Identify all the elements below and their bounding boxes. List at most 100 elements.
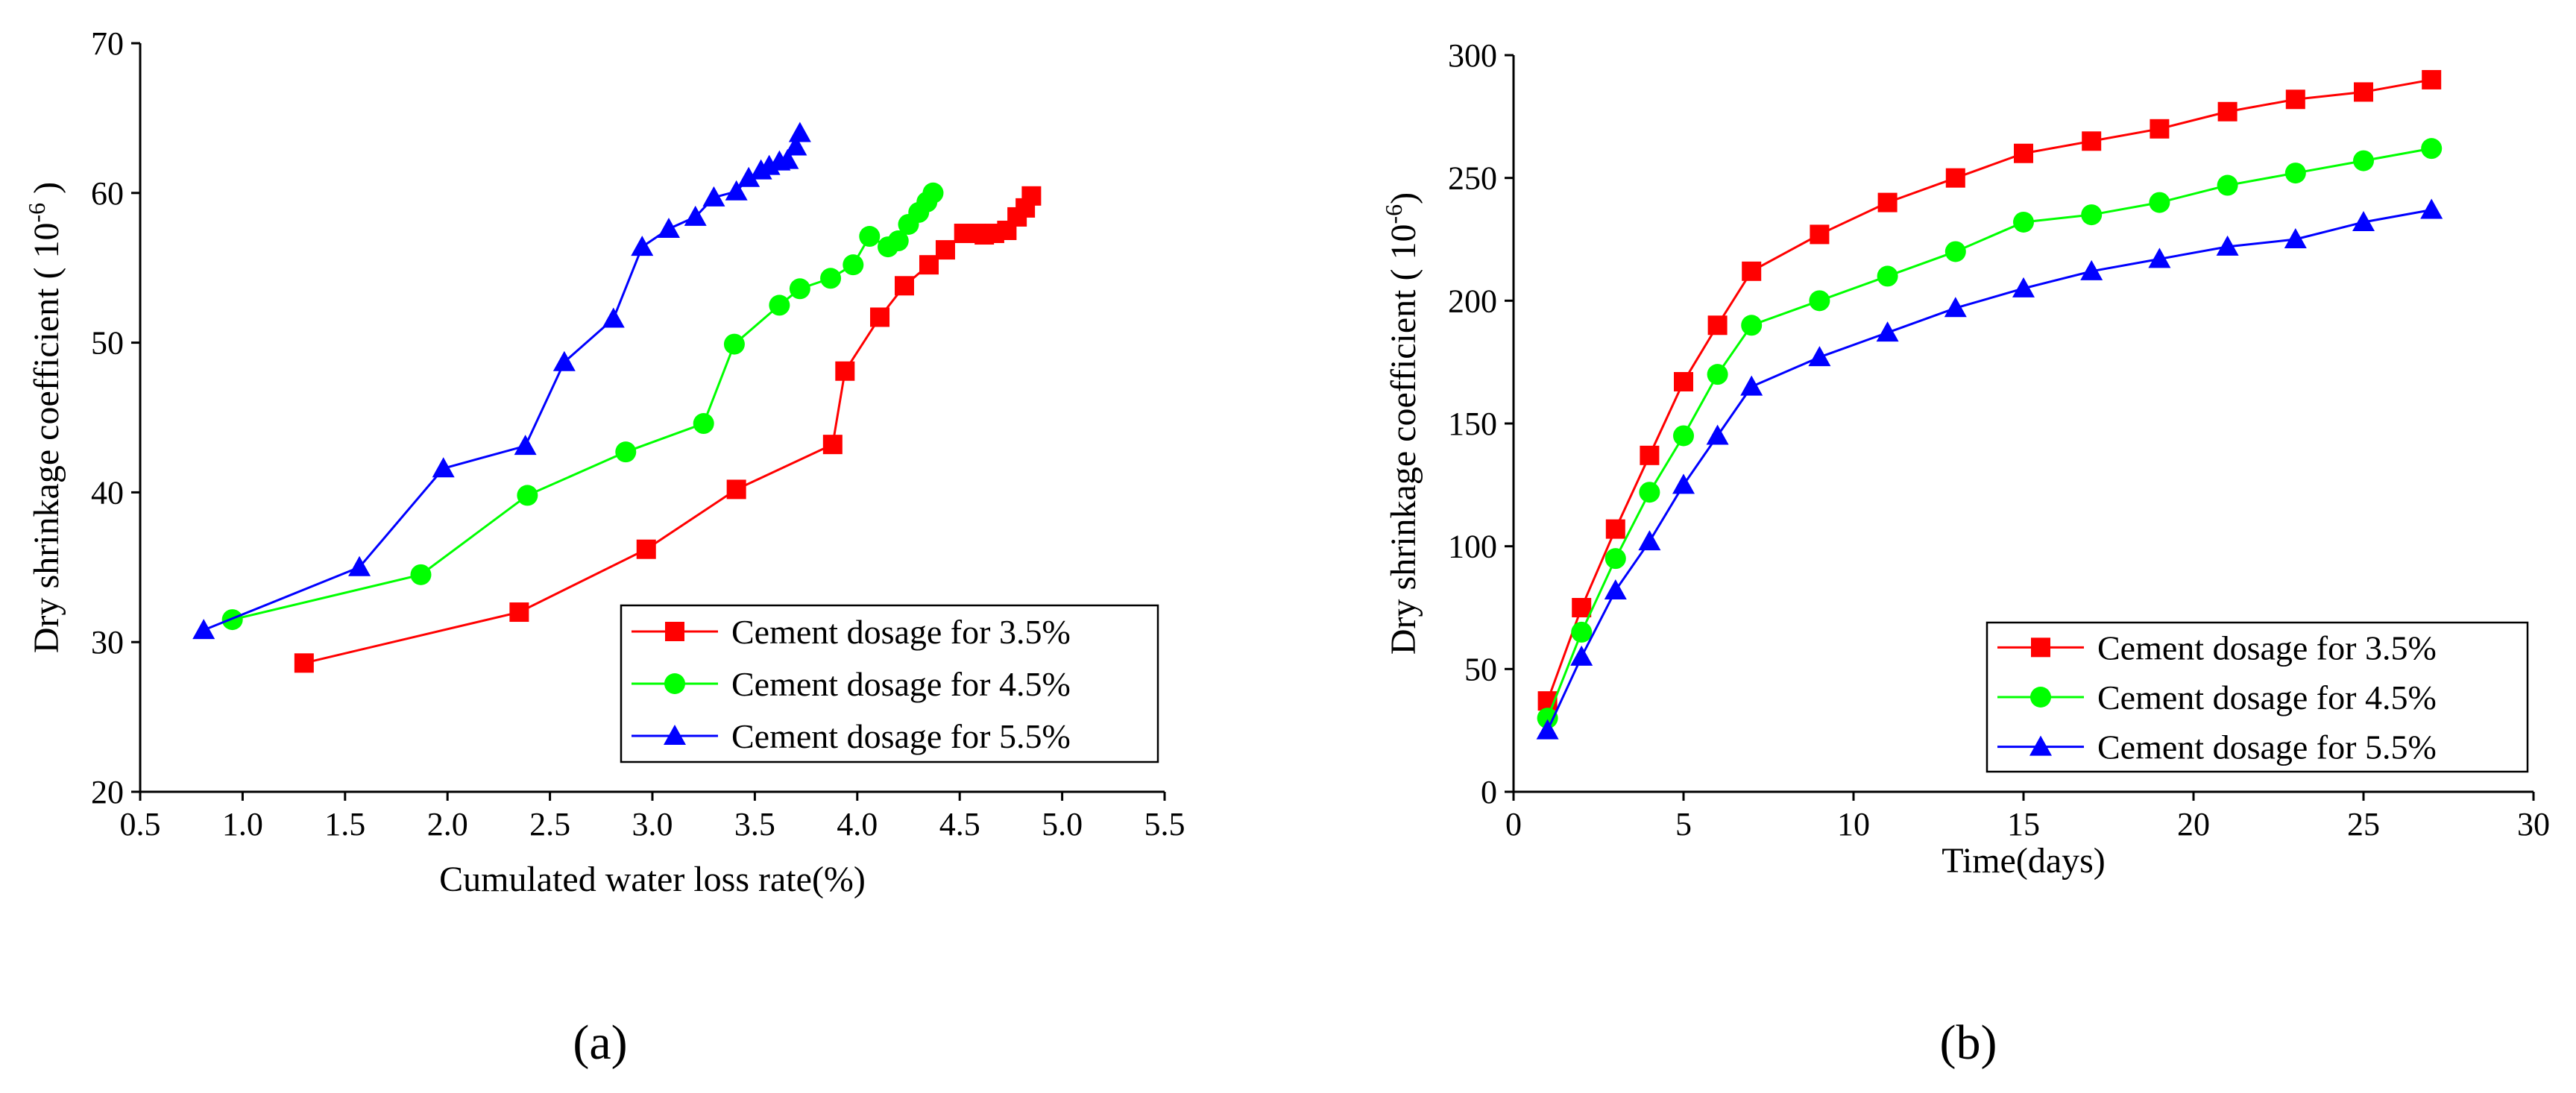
- chart-a-y-tick-label: 70: [91, 25, 124, 62]
- chart-a-panel-label: (a): [573, 1015, 627, 1070]
- chart-b-series-3-point: [1672, 473, 1695, 494]
- chart-b-series-3-point: [1536, 719, 1559, 740]
- chart-b-legend: Cement dosage for 3.5% Cement dosage for …: [1985, 621, 2529, 773]
- chart-a-series-1-point: [895, 276, 915, 296]
- chart-a-series-1-point: [919, 255, 939, 275]
- chart-a-series-line-3: [203, 133, 802, 631]
- chart-b-panel-label: (b): [1940, 1015, 1997, 1070]
- chart-a-y-tick-label: 60: [91, 175, 124, 212]
- chart-a-series-2-point: [887, 230, 909, 252]
- chart-b-series-1-point: [2082, 131, 2102, 151]
- chart-b-series-2-point: [2081, 204, 2103, 226]
- chart-b-ylabel-main: Dry shrinkage coefficient ( 10: [1384, 224, 1423, 655]
- chart-a-series-2-point: [843, 254, 864, 276]
- chart-b-series-2-point: [1877, 265, 1898, 287]
- chart-b-x-tick-label: 30: [2517, 806, 2550, 842]
- chart-a-series-1-point: [822, 435, 843, 455]
- chart-a-series-2-point: [517, 485, 538, 506]
- chart-b-legend-marker-1: [2031, 637, 2050, 658]
- chart-b-series: [1536, 69, 2443, 740]
- chart-b-series-2-point: [1944, 241, 1966, 262]
- chart-a-series-3-point: [602, 307, 625, 328]
- chart-b-series-1-point: [1674, 372, 1693, 392]
- chart-a-y-tick-label: 40: [91, 474, 124, 511]
- chart-b-series-3-point: [2284, 228, 2307, 248]
- chart-b-series-2-point: [1707, 364, 1728, 385]
- chart-b-legend-label-1: Cement dosage for 3.5%: [2097, 629, 2437, 667]
- chart-a-xlabel: Cumulated water loss rate(%): [439, 860, 866, 899]
- chart-a-series-3-point: [684, 205, 707, 226]
- chart-b-series-2-point: [1809, 290, 1830, 312]
- chart-a-x-tick-label: 3.0: [632, 806, 673, 842]
- chart-b-legend-marker-3: [2029, 735, 2052, 756]
- chart-a-series-3-point: [657, 217, 680, 238]
- chart-a-ylabel: Dry shrinkage coefficient ( 10-6 ): [23, 182, 66, 653]
- chart-b-y-tick-label: 200: [1448, 283, 1497, 319]
- chart-a-series-3-point: [776, 148, 799, 169]
- chart-b-legend-label-3: Cement dosage for 5.5%: [2097, 728, 2437, 766]
- chart-a-legend-marker-1: [665, 622, 684, 641]
- chart-a-series-3-point: [702, 186, 725, 207]
- chart-a-y-tick-label: 30: [91, 624, 124, 661]
- chart-a-series-2-point: [693, 413, 714, 435]
- chart-b-series-2-point: [1571, 621, 1593, 643]
- chart-b-series-3-point: [1876, 321, 1899, 342]
- chart-a-x-tick-label: 0.5: [120, 806, 161, 842]
- chart-a: 0.5 1.0 1.5 2.0 2.5 3.0 3.5 4.0 4.5 5.0 5.5 20 30 40 5…: [23, 25, 1185, 1070]
- chart-b-series-3-point: [1706, 424, 1729, 445]
- chart-b-x-tick-label: 25: [2347, 806, 2380, 842]
- chart-b-series-3-point: [2420, 198, 2443, 219]
- chart-a-series-1-point: [835, 361, 855, 381]
- chart-b-series-2-point: [2353, 150, 2374, 171]
- chart-a-y-tick-label: 20: [91, 774, 124, 810]
- chart-b-y-tick-label: 50: [1464, 651, 1497, 687]
- chart-b-series-1-point: [1742, 261, 1762, 281]
- chart-b-series-1-point: [1572, 598, 1592, 617]
- chart-a-series-2-point: [820, 268, 842, 289]
- chart-b-y-tick-label: 300: [1448, 37, 1497, 74]
- chart-a-series-1-point: [509, 602, 529, 623]
- chart-b-series-2-point: [2284, 163, 2306, 184]
- chart-a-legend: Cement dosage for 3.5% Cement dosage for …: [620, 604, 1159, 763]
- chart-a-axes: 0.5 1.0 1.5 2.0 2.5 3.0 3.5 4.0 4.5 5.0 5.5 20 30 40 5…: [91, 25, 1185, 842]
- chart-b-series-3-point: [1808, 346, 1831, 367]
- chart-a-series-1-point: [1021, 186, 1042, 206]
- chart-b-series-2-point: [1639, 482, 1660, 503]
- chart-b-x-tick-label: 15: [2007, 806, 2040, 842]
- chart-a-x-tick-label: 2.0: [427, 806, 468, 842]
- chart-b-series-3-point: [2080, 259, 2103, 280]
- chart-b-series-1-point: [2285, 89, 2305, 110]
- chart-a-series-2-point: [723, 333, 745, 355]
- chart-a-series-1-point: [870, 307, 890, 327]
- chart-b-series-2-point: [2013, 211, 2034, 233]
- chart-b-series-1-point: [2354, 82, 2373, 102]
- chart-a-series-2-point: [859, 226, 881, 248]
- chart-b-ylabel-close: ): [1384, 192, 1423, 204]
- chart-a-x-tick-label: 4.5: [939, 806, 980, 842]
- chart-a-series-3-point: [348, 555, 371, 576]
- chart-b-series-1-point: [2014, 143, 2033, 163]
- chart-b-series-1-point: [1605, 519, 1625, 539]
- chart-b-series-1-point: [2150, 119, 2170, 139]
- chart-a-series-1-point: [935, 240, 955, 260]
- chart-a-series-1-point: [636, 539, 656, 559]
- chart-a-series-3-point: [192, 619, 215, 640]
- chart-b-series-3-point: [2216, 235, 2239, 256]
- chart-a-series-3-point: [514, 435, 537, 456]
- chart-a-series-2-point: [615, 441, 637, 463]
- chart-b-series-2-point: [2421, 138, 2443, 160]
- chart-a-x-tick-label: 5.0: [1042, 806, 1083, 842]
- chart-b-x-tick-label: 20: [2177, 806, 2210, 842]
- chart-b-series-3-point: [1740, 375, 1763, 396]
- chart-a-series-3-point: [552, 350, 576, 371]
- chart-a-series-3-point: [737, 166, 760, 187]
- chart-b-series-3-point: [1944, 297, 1967, 318]
- chart-b-series-2-point: [2217, 174, 2238, 196]
- chart-b-y-tick-label: 0: [1481, 774, 1497, 810]
- chart-b-series-3-point: [2352, 210, 2375, 231]
- chart-b-series-1-point: [1877, 192, 1898, 212]
- chart-a-x-tick-label: 2.5: [529, 806, 570, 842]
